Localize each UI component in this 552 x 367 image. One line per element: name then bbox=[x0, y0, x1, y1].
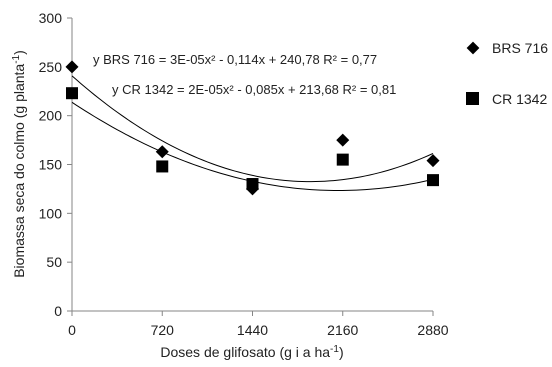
data-point-cr1342 bbox=[156, 160, 169, 173]
data-point-brs716 bbox=[155, 145, 169, 159]
legend-label-brs716: BRS 716 bbox=[492, 40, 548, 56]
data-point-brs716 bbox=[65, 60, 79, 74]
x-tick-label: 2880 bbox=[417, 322, 448, 338]
y-axis-ticks: 0 50 100 150 200 250 300 bbox=[39, 10, 72, 319]
legend-item-brs716: BRS 716 bbox=[466, 40, 548, 56]
legend-marker-square bbox=[466, 92, 479, 105]
y-axis-title: Biomassa seca do colmo (g planta-1) bbox=[11, 50, 27, 278]
y-tick-label: 250 bbox=[39, 59, 63, 75]
x-tick-label: 0 bbox=[68, 322, 76, 338]
y-tick-label: 50 bbox=[46, 254, 62, 270]
equation-label-brs716: y BRS 716 = 3E-05x² - 0,114x + 240,78 R²… bbox=[93, 52, 377, 67]
x-axis-title: Doses de glifosato (g i a ha-1) bbox=[160, 344, 343, 360]
x-axis-ticks: 0 720 1440 2160 2880 bbox=[68, 311, 449, 338]
y-tick-label: 150 bbox=[39, 157, 63, 173]
trendline-cr1342 bbox=[71, 101, 434, 192]
data-markers bbox=[65, 60, 440, 196]
data-point-cr1342 bbox=[246, 178, 259, 191]
y-tick-label: 100 bbox=[39, 205, 63, 221]
x-tick-label: 1440 bbox=[237, 322, 268, 338]
legend-item-cr1342: CR 1342 bbox=[466, 91, 547, 107]
y-tick-label: 200 bbox=[39, 108, 63, 124]
y-tick-label: 300 bbox=[39, 10, 63, 26]
y-tick-label: 0 bbox=[54, 303, 62, 319]
legend: BRS 716 CR 1342 bbox=[466, 40, 548, 107]
equation-labels: y BRS 716 = 3E-05x² - 0,114x + 240,78 R²… bbox=[93, 52, 396, 97]
x-tick-label: 720 bbox=[151, 322, 175, 338]
plot-area: 0 50 100 150 200 250 300 0 720 1440 2160 2880 bbox=[39, 10, 449, 338]
legend-marker-diamond bbox=[466, 41, 480, 55]
equation-label-cr1342: y CR 1342 = 2E-05x² - 0,085x + 213,68 R²… bbox=[112, 82, 396, 97]
legend-label-cr1342: CR 1342 bbox=[492, 91, 547, 107]
x-tick-label: 2160 bbox=[327, 322, 358, 338]
data-point-cr1342 bbox=[427, 174, 439, 187]
trendline-brs716 bbox=[71, 75, 434, 183]
data-point-cr1342 bbox=[66, 87, 78, 100]
data-point-cr1342 bbox=[336, 153, 349, 166]
data-point-brs716 bbox=[336, 133, 350, 147]
data-point-brs716 bbox=[426, 154, 440, 168]
